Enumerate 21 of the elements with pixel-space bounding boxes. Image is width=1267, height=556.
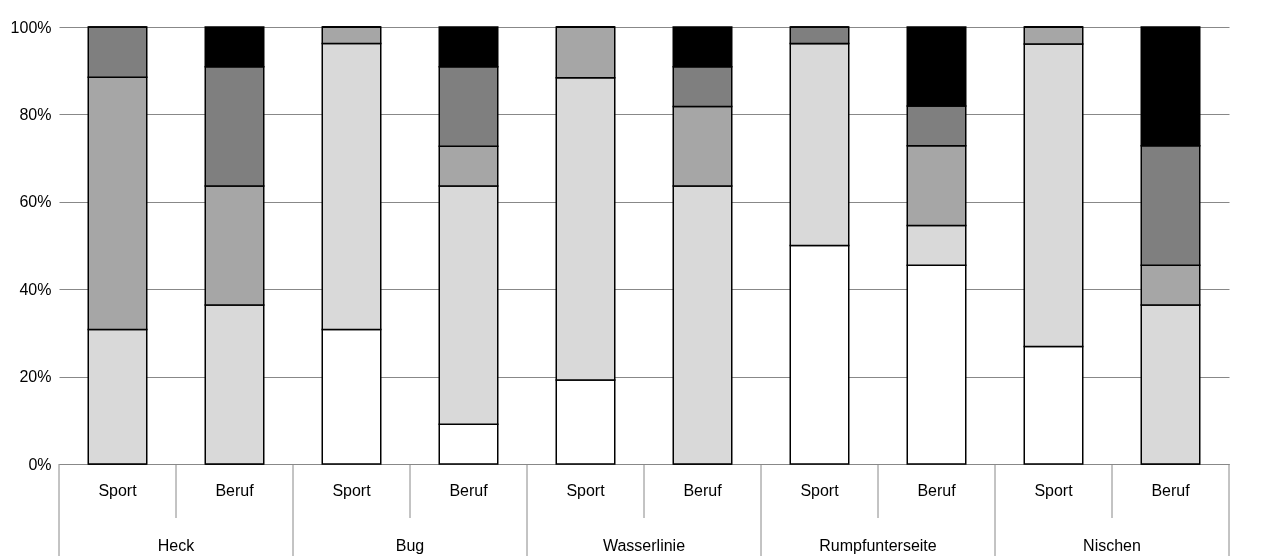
text: Nischen	[1083, 537, 1141, 554]
x-tick-label: Beruf	[683, 481, 723, 499]
x-tick-label: Sport	[98, 481, 138, 499]
y-tick-label: 60%	[19, 193, 52, 211]
y-tick-label: 0%	[28, 455, 52, 473]
x-tick-label: Sport	[332, 481, 372, 499]
x-tick-label: Sport	[566, 481, 606, 499]
text: Wasserlinie	[602, 537, 686, 554]
text: Bug	[395, 537, 425, 554]
y-tick-label: 80%	[19, 105, 52, 123]
text: Heck	[157, 537, 196, 554]
x-tick-label: Beruf	[215, 481, 255, 499]
x-tick-label: Beruf	[917, 481, 957, 499]
y-tick-label: 20%	[19, 368, 52, 386]
x-tick-label: Beruf	[449, 481, 489, 499]
x-tick-label: Sport	[1034, 481, 1074, 499]
x-tick-label: Beruf	[1151, 481, 1191, 499]
x-tick-label: Sport	[800, 481, 840, 499]
y-tick-label: 100%	[10, 18, 52, 36]
y-tick-label: 40%	[19, 280, 52, 298]
text: Rumpfunterseite	[819, 537, 937, 554]
